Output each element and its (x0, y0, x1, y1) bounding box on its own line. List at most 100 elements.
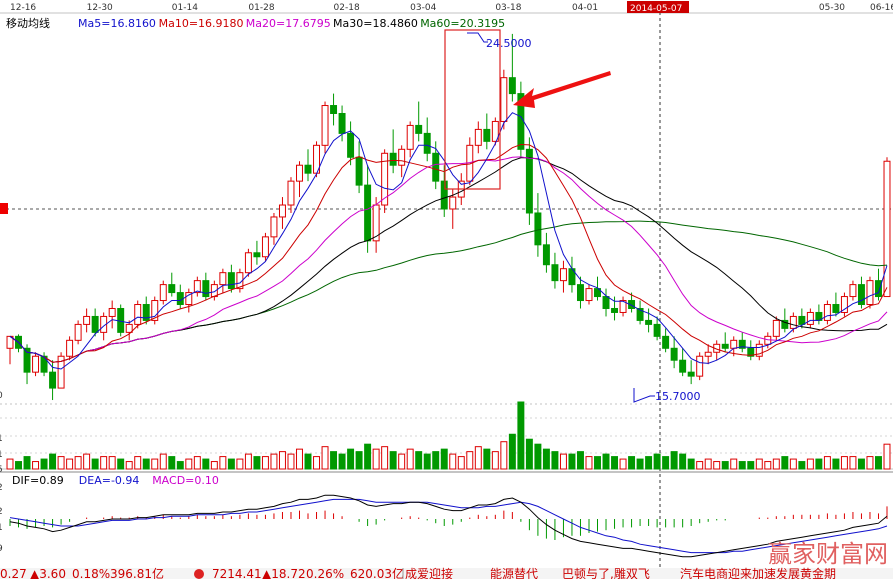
volume-bar (568, 453, 576, 470)
volume-bar (687, 458, 695, 470)
dea-line (9, 498, 888, 554)
volume-bar (440, 448, 448, 470)
candle-up (559, 268, 567, 282)
volume-bars (6, 401, 891, 470)
volume-bar (210, 461, 218, 470)
volume-bar (730, 458, 738, 470)
candle-up (244, 252, 252, 274)
volume-bar (713, 461, 721, 470)
candle-down (364, 184, 372, 242)
volume-bar (330, 451, 338, 470)
candle-down (91, 315, 99, 333)
volume-bar (866, 456, 874, 470)
macd-legend: DIF=0.89 DEA=-0.94 MACD=0.10 (12, 474, 219, 487)
candle-up (151, 300, 159, 321)
annotation-arrow (513, 71, 611, 108)
candle-down (338, 112, 346, 134)
candle-up (704, 351, 712, 357)
volume-bar (696, 461, 704, 470)
volume-bar (66, 458, 74, 470)
volume-bar (585, 456, 593, 470)
volume-bar (508, 433, 516, 470)
candle-down (304, 164, 312, 174)
volume-bar (253, 456, 261, 470)
volume-bar (449, 453, 457, 470)
volume-bar (576, 451, 584, 470)
moving-average-lines (9, 112, 888, 370)
volume-bar (193, 456, 201, 470)
macd-axis-label: 1 (0, 523, 3, 533)
candle-down (875, 280, 882, 298)
date-tick-label: 01-28 (248, 3, 274, 13)
volume-bar (134, 456, 142, 470)
candle-up (883, 160, 891, 298)
candle-down (781, 319, 789, 329)
volume-axis: 0 1 1 5 (0, 391, 3, 475)
news-headline[interactable]: 汽车电商迎来加速发展黄金期 (680, 566, 836, 581)
macd-legend-item: DIF=0.89 (12, 474, 64, 487)
candle-up (755, 343, 763, 357)
volume-bar (875, 456, 882, 470)
volume-bar (227, 458, 235, 470)
watermark: 赢家财富网 (768, 540, 888, 568)
date-tick-label: 06-16 (870, 3, 893, 13)
volume-bar (23, 456, 31, 470)
volume-bar (653, 453, 661, 470)
candle-down (432, 152, 440, 182)
volume-bar (6, 458, 14, 470)
volume-bar (347, 448, 355, 470)
news-headline[interactable]: 成爱迎接 (405, 566, 453, 581)
volume-bar (849, 456, 857, 470)
crosshair-date-box (627, 1, 689, 13)
news-headline[interactable]: 能源替代 (490, 567, 538, 581)
volume-bar (261, 456, 269, 470)
volume-bar (398, 453, 406, 470)
ma-legend-item: Ma60=20.3195 (420, 17, 505, 30)
volume-bar (270, 453, 278, 470)
volume-bar (500, 441, 508, 470)
ma30-line (9, 157, 888, 363)
macd-axis-label: 2 (0, 483, 3, 493)
volume-bar (534, 443, 542, 470)
volume-bar (91, 458, 99, 470)
candle-up (585, 288, 593, 302)
candle-down (202, 280, 210, 298)
ticker-value: 0.27 (0, 567, 27, 579)
candle-down (389, 152, 397, 166)
volume-bar (117, 458, 125, 470)
volume-bar (415, 451, 423, 470)
news-headline[interactable]: 巴顿与了,雕双飞 (562, 566, 650, 581)
volume-bar (296, 448, 303, 470)
date-tick-label: 01-14 (172, 3, 198, 13)
volume-bar (15, 461, 22, 470)
macd-legend-item: MACD=0.10 (152, 474, 219, 487)
candle-down (49, 371, 57, 389)
highlight-box (444, 29, 501, 190)
volume-bar (883, 443, 891, 470)
ma10-line (9, 143, 888, 363)
candle-down (525, 148, 533, 214)
ma-legend-item: Ma30=18.4860 (333, 17, 418, 30)
date-tick-label: 03-04 (410, 3, 436, 13)
ma-legend-item: Ma5=16.8160 (78, 17, 156, 30)
candle-down (415, 124, 423, 134)
candle-down (23, 347, 31, 373)
crosshair-date: 2014-05-07 (630, 4, 682, 14)
candle-up (381, 152, 389, 206)
ticker-value: ▲3.60 (30, 567, 66, 579)
candle-down (798, 315, 806, 325)
volume-bar (423, 453, 431, 470)
candle-down (653, 323, 661, 337)
news-ticker[interactable]: 成爱迎接 能源替代 巴顿与了,雕双飞 汽车电商迎来加速发展黄金期 (402, 566, 836, 581)
candle-up (296, 164, 303, 182)
volume-bar (49, 453, 57, 470)
candle-down (142, 304, 150, 321)
macd-axis-label: 9 (0, 544, 3, 554)
volume-bar (406, 448, 414, 470)
candle-down (40, 355, 48, 373)
volume-bar (704, 458, 712, 470)
ticker-value: ▲18.72 (262, 567, 306, 579)
date-tick-label: 12-16 (10, 3, 36, 13)
